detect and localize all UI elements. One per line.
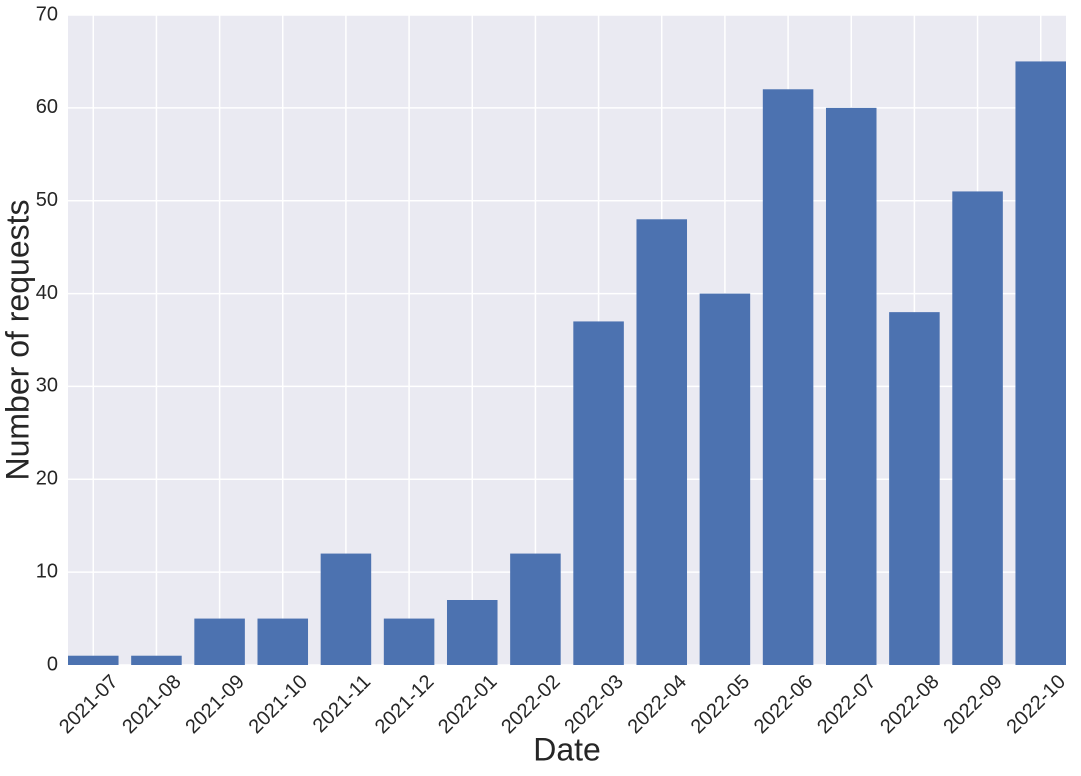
x-tick-label: 2022-01 xyxy=(434,671,501,738)
y-tick-label: 60 xyxy=(36,96,58,118)
y-tick-label: 20 xyxy=(36,468,58,490)
x-tick-label: 2021-07 xyxy=(55,671,122,738)
bar xyxy=(68,655,119,665)
x-tick-label: 2021-11 xyxy=(309,671,375,737)
x-tick-label: 2022-02 xyxy=(497,671,564,738)
x-tick-label: 2021-08 xyxy=(118,671,185,738)
x-tick-label: 2022-04 xyxy=(624,671,691,738)
x-tick-label: 2022-06 xyxy=(750,671,817,738)
y-tick-label: 0 xyxy=(47,653,58,675)
x-tick-label: 2022-08 xyxy=(876,671,943,738)
bar xyxy=(320,553,372,665)
bar xyxy=(383,618,435,665)
y-tick-label: 70 xyxy=(36,3,58,25)
x-axis-label: Date xyxy=(533,731,601,767)
x-tick-label: 2021-09 xyxy=(181,671,248,738)
y-axis-label: Number of requests xyxy=(0,199,35,480)
y-tick-label: 50 xyxy=(36,189,58,211)
x-tick-label: 2021-10 xyxy=(245,671,312,738)
bar xyxy=(762,89,814,666)
bar xyxy=(446,600,498,665)
bar xyxy=(636,219,688,666)
x-tick-label: 2022-10 xyxy=(1003,671,1070,738)
x-tick-label: 2022-05 xyxy=(687,671,754,738)
bar xyxy=(699,293,751,665)
y-tick-label: 30 xyxy=(36,375,58,397)
x-tick-label: 2022-03 xyxy=(560,671,627,738)
bar xyxy=(825,107,877,666)
y-tick-label: 10 xyxy=(36,560,58,582)
bar xyxy=(257,618,309,665)
bar xyxy=(131,655,182,665)
bar xyxy=(573,321,624,665)
bar xyxy=(889,312,940,665)
bar xyxy=(194,618,245,665)
bar xyxy=(510,553,561,665)
bar xyxy=(952,191,1003,665)
x-tick-label: 2022-07 xyxy=(813,671,880,738)
bar xyxy=(1015,61,1066,665)
x-tick-label: 2022-09 xyxy=(939,671,1006,738)
x-tick-label: 2021-12 xyxy=(371,671,438,738)
y-tick-label: 40 xyxy=(36,282,58,304)
